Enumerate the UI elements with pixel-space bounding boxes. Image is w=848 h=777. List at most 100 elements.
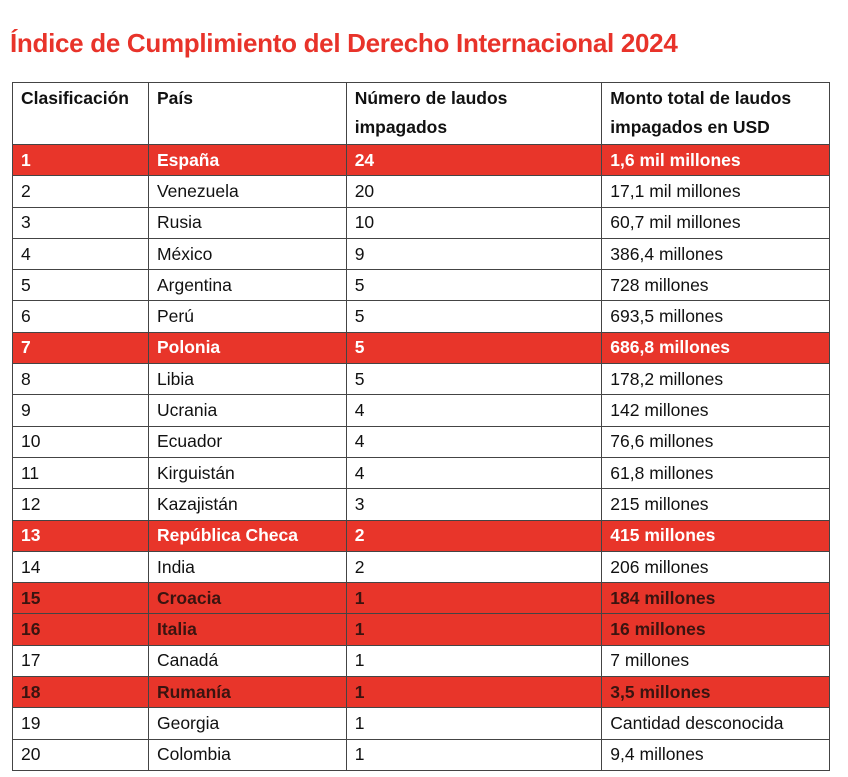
table-cell: Kirguistán <box>147 456 347 490</box>
table-cell: 1,6 mil millones <box>601 143 830 177</box>
table-row: 3 Rusia 10 60,7 mil millones <box>12 206 830 239</box>
table-row: 11 Kirguistán 4 61,8 millones <box>12 456 830 490</box>
table-row: 13 República Checa 2 415 millones <box>12 519 830 552</box>
table-cell: 12 <box>12 488 149 521</box>
title: Índice de Cumplimiento del Derecho Inter… <box>10 28 678 58</box>
table-cell: 15 <box>12 582 149 615</box>
table-row: 1 España 24 1,6 mil millones <box>12 143 830 177</box>
table-cell: 3 <box>12 206 149 239</box>
table-cell: 76,6 millones <box>601 425 830 458</box>
table-cell: 5 <box>345 300 603 333</box>
table-cell: 1 <box>345 582 603 615</box>
table-row: 12 Kazajistán 3 215 millones <box>12 488 830 521</box>
table-cell: 206 millones <box>601 550 830 584</box>
table-cell: 5 <box>345 269 603 302</box>
table-cell: 18 <box>12 676 149 709</box>
table-cell: 1 <box>345 676 603 709</box>
table-cell: 142 millones <box>601 394 830 427</box>
table-cell: Polonia <box>147 331 347 365</box>
table-row: 4 México 9 386,4 millones <box>12 237 830 271</box>
table-row: 17 Canadá 1 7 millones <box>12 644 830 678</box>
table-cell: 9,4 millones <box>601 738 830 771</box>
table-cell: 1 <box>345 613 603 646</box>
table-cell: 10 <box>12 425 149 458</box>
table-cell: India <box>147 550 347 584</box>
table-cell: Italia <box>147 613 347 646</box>
table-cell: 17 <box>12 644 149 678</box>
table-row: 6 Perú 5 693,5 millones <box>12 300 830 333</box>
table-cell: 686,8 millones <box>601 331 830 365</box>
table-cell: 17,1 mil millones <box>601 175 830 208</box>
table-cell: Kazajistán <box>147 488 347 521</box>
table-cell: 24 <box>345 143 603 177</box>
table-cell: Rusia <box>147 206 347 239</box>
table-cell: 215 millones <box>601 488 830 521</box>
table-row: 5 Argentina 5 728 millones <box>12 269 830 302</box>
table-cell: 61,8 millones <box>601 456 830 490</box>
table-cell: 1 <box>345 707 603 740</box>
table-row: 8 Libia 5 178,2 millones <box>12 363 830 396</box>
table-cell: 728 millones <box>601 269 830 302</box>
table-cell: 4 <box>12 237 149 271</box>
table-cell: 693,5 millones <box>601 300 830 333</box>
table-cell: Rumanía <box>147 676 347 709</box>
header-row: Clasificación País Número de laudos impaga… <box>12 82 830 145</box>
table-cell: Libia <box>147 363 347 396</box>
table-cell: 415 millones <box>601 519 830 552</box>
table-cell: Georgia <box>147 707 347 740</box>
table-cell: 7 <box>12 331 149 365</box>
table-cell: Colombia <box>147 738 347 771</box>
table-cell: República Checa <box>147 519 347 552</box>
table: Clasificación País Número de laudos impaga… <box>12 82 830 771</box>
table-cell: 16 millones <box>601 613 830 646</box>
table-cell: 14 <box>12 550 149 584</box>
table-cell: 3,5 millones <box>601 676 830 709</box>
table-cell: 3 <box>345 488 603 521</box>
table-cell: 1 <box>345 644 603 678</box>
column-header: Clasificación <box>12 82 149 145</box>
table-cell: Ucrania <box>147 394 347 427</box>
table-cell: Croacia <box>147 582 347 615</box>
table-cell: 4 <box>345 394 603 427</box>
table-cell: 16 <box>12 613 149 646</box>
table-cell: 4 <box>345 456 603 490</box>
table-row: 18 Rumanía 1 3,5 millones <box>12 676 830 709</box>
table-cell: 386,4 millones <box>601 237 830 271</box>
table-cell: 20 <box>345 175 603 208</box>
column-header: País <box>147 82 347 145</box>
table-row: 2 Venezuela 20 17,1 mil millones <box>12 175 830 208</box>
table-row: 10 Ecuador 4 76,6 millones <box>12 425 830 458</box>
table-row: 15 Croacia 1 184 millones <box>12 582 830 615</box>
table-cell: 4 <box>345 425 603 458</box>
table-row: 20 Colombia 1 9,4 millones <box>12 738 830 771</box>
table-row: 14 India 2 206 millones <box>12 550 830 584</box>
table-cell: 60,7 mil millones <box>601 206 830 239</box>
table-cell: 184 millones <box>601 582 830 615</box>
table-cell: 6 <box>12 300 149 333</box>
column-header: Monto total de laudos impagados en USD <box>601 82 830 145</box>
table-cell: 9 <box>12 394 149 427</box>
table-cell: Argentina <box>147 269 347 302</box>
table-cell: 9 <box>345 237 603 271</box>
table-cell: Ecuador <box>147 425 347 458</box>
table-cell: México <box>147 237 347 271</box>
table-cell: 20 <box>12 738 149 771</box>
table-cell: Perú <box>147 300 347 333</box>
table-row: 9 Ucrania 4 142 millones <box>12 394 830 427</box>
table-cell: 19 <box>12 707 149 740</box>
table-cell: 5 <box>345 363 603 396</box>
table-row: 19 Georgia 1 Cantidad desconocida <box>12 707 830 740</box>
table-cell: 5 <box>345 331 603 365</box>
table-cell: 5 <box>12 269 149 302</box>
table-cell: 10 <box>345 206 603 239</box>
table-cell: 2 <box>12 175 149 208</box>
table-cell: 13 <box>12 519 149 552</box>
table-cell: 2 <box>345 519 603 552</box>
table-cell: España <box>147 143 347 177</box>
table-cell: 1 <box>12 143 149 177</box>
table-cell: Canadá <box>147 644 347 678</box>
table-cell: 1 <box>345 738 603 771</box>
table-row: 16 Italia 1 16 millones <box>12 613 830 646</box>
table-row: 7 Polonia 5 686,8 millones <box>12 331 830 365</box>
table-cell: 11 <box>12 456 149 490</box>
